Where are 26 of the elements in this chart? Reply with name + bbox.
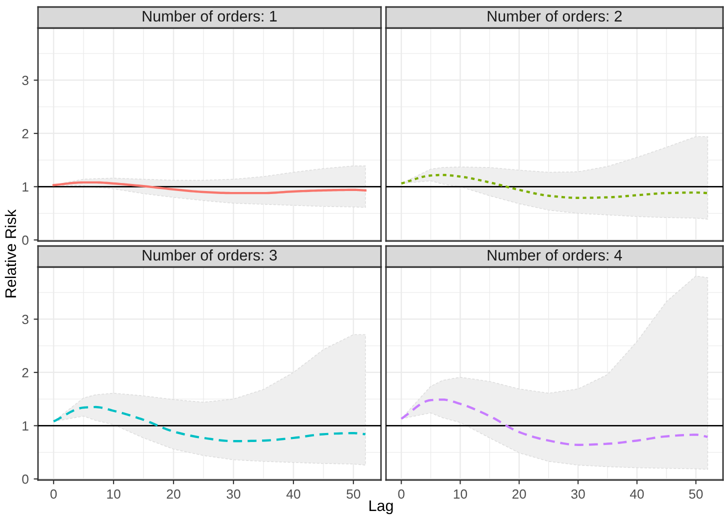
y-tick-label: 0 — [22, 236, 28, 245]
y-tick-label: 3 — [22, 314, 28, 324]
x-tick-label: 10 — [107, 489, 120, 499]
chart-title: Number of orders: 1 — [142, 10, 277, 22]
chart-title: Number of orders: 2 — [488, 10, 622, 22]
y-tick-label: 0 — [22, 474, 28, 484]
y-tick-label: 1 — [22, 182, 28, 192]
y-axis-title: Relative Risk — [4, 209, 16, 298]
x-tick-label: 10 — [454, 489, 468, 499]
x-tick-label: 20 — [166, 489, 180, 499]
x-tick-label: 50 — [346, 489, 360, 499]
x-tick-label: 50 — [689, 489, 703, 499]
y-tick-label: 2 — [22, 368, 28, 378]
x-tick-label: 0 — [50, 489, 57, 499]
x-tick-label: 30 — [571, 489, 585, 499]
x-axis-title: Lag — [370, 500, 393, 514]
y-tick-label: 1 — [22, 421, 28, 430]
chart-title: Number of orders: 3 — [142, 249, 277, 261]
x-tick-label: 0 — [398, 489, 404, 499]
chart-title: Number of orders: 4 — [488, 249, 622, 261]
x-tick-label: 40 — [286, 489, 300, 499]
y-tick-label: 2 — [22, 129, 28, 138]
y-tick-label: 3 — [22, 76, 28, 86]
x-tick-label: 40 — [630, 489, 644, 499]
x-tick-label: 20 — [512, 489, 526, 499]
x-tick-label: 30 — [226, 489, 240, 499]
